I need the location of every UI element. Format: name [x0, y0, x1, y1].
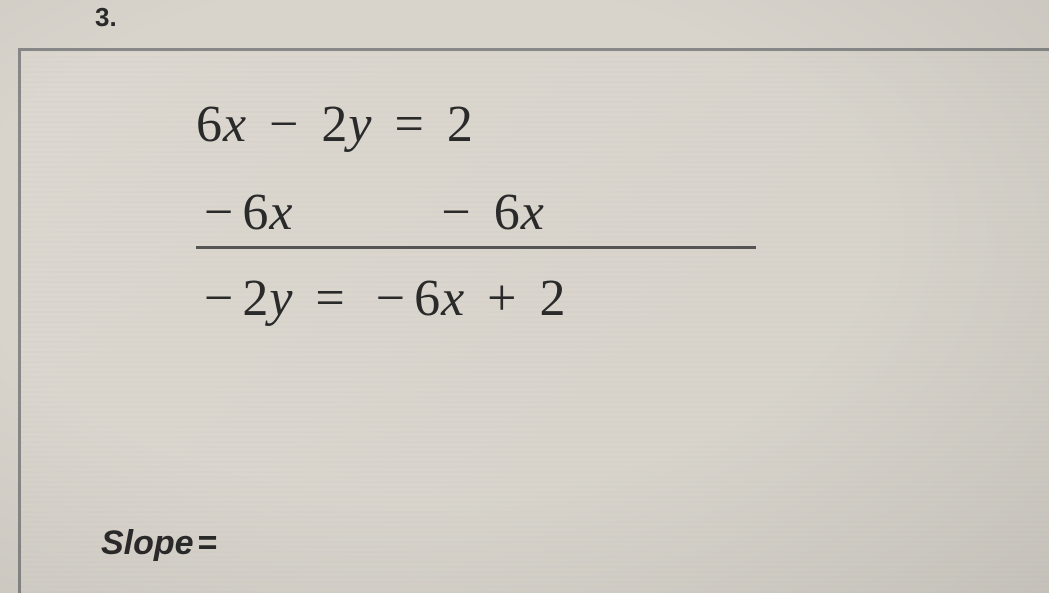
equation-line-2: −6x − 6x	[196, 169, 1049, 257]
problem-number: 3.	[95, 2, 117, 33]
subtract-6x-left: −6x	[196, 169, 293, 257]
const-2: 2	[540, 270, 567, 327]
rhs-2: 2	[447, 96, 474, 153]
var-x: x	[441, 270, 465, 327]
neg-sign: −	[204, 270, 234, 327]
var-y: y	[269, 270, 293, 327]
equals-sign: =	[198, 524, 218, 562]
coef-6: 6	[414, 270, 441, 327]
plus-op: +	[487, 270, 517, 327]
equals-op: =	[315, 270, 345, 327]
neg-sign: −	[441, 184, 471, 241]
equation-line-3: −2y = −6x + 2	[196, 255, 1049, 343]
var-x: x	[521, 184, 545, 241]
equation-line-1: 6x − 2y = 2	[196, 81, 1049, 169]
var-x: x	[223, 96, 247, 153]
minus-op: −	[269, 96, 299, 153]
var-x: x	[269, 184, 293, 241]
coef-6: 6	[494, 184, 521, 241]
coef-6: 6	[242, 184, 269, 241]
coef-6: 6	[196, 96, 223, 153]
neg-sign: −	[204, 184, 234, 241]
bordered-content-box: 6x − 2y = 2 −6x − 6x −2y = −6x + 2 Slope…	[18, 48, 1049, 593]
slope-word: Slope	[101, 524, 194, 562]
subtract-6x-right: − 6x	[433, 169, 544, 257]
coef-2: 2	[242, 270, 269, 327]
neg-sign: −	[376, 270, 406, 327]
equals-op: =	[395, 96, 425, 153]
coef-2: 2	[321, 96, 348, 153]
var-y: y	[348, 96, 372, 153]
math-steps: 6x − 2y = 2 −6x − 6x −2y = −6x + 2	[21, 81, 1049, 343]
slope-label: Slope=	[101, 524, 217, 563]
